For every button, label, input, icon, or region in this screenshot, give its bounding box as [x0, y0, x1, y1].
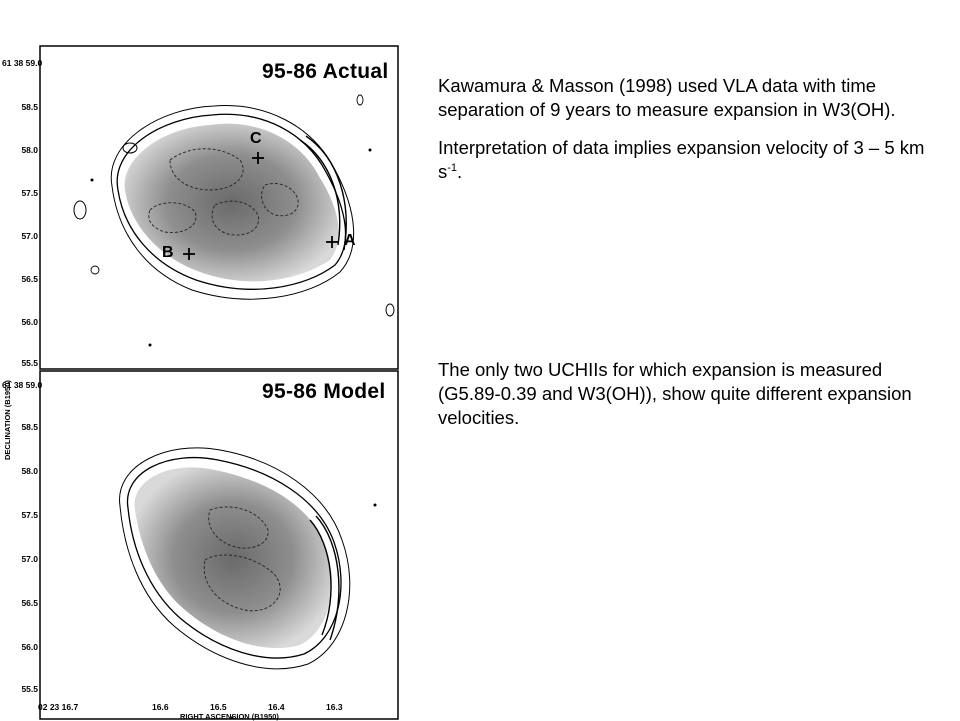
- marker-a-label: A: [344, 232, 356, 249]
- para2-superscript: -1: [447, 161, 458, 174]
- marker-b-label: B: [162, 244, 174, 261]
- y-tick-bottom-prefix: 61 38 59.0: [2, 380, 43, 390]
- text-block-bottom: The only two UCHIIs for which expansion …: [438, 358, 928, 430]
- paragraph-uchii: The only two UCHIIs for which expansion …: [438, 359, 912, 428]
- x-tick: 16.4: [268, 702, 285, 712]
- y-tick: 58.0: [21, 145, 38, 155]
- paragraph-kawamura: Kawamura & Masson (1998) used VLA data w…: [438, 75, 896, 120]
- x-axis-label: RIGHT ASCENSION (B1950): [180, 712, 279, 721]
- x-tick: 02 23 16.7: [38, 702, 79, 712]
- top-panel-emission: [73, 94, 395, 347]
- paragraph-interpretation: Interpretation of data implies expansion…: [438, 136, 928, 184]
- y-tick: 57.0: [21, 231, 38, 241]
- marker-c: [252, 152, 264, 164]
- text-block-top: Kawamura & Masson (1998) used VLA data w…: [438, 74, 928, 184]
- bottom-panel-emission: [119, 447, 377, 720]
- x-tick: 16.3: [326, 702, 343, 712]
- contour-maps: [39, 45, 399, 720]
- x-tick: 16.5: [210, 702, 227, 712]
- y-tick: 56.5: [21, 598, 38, 608]
- y-tick: 58.0: [21, 466, 38, 476]
- bottom-panel-title: 95-86 Model: [262, 380, 386, 403]
- marker-a: [326, 236, 338, 248]
- para2-end: .: [457, 161, 463, 182]
- y-tick: 57.5: [21, 510, 38, 520]
- x-tick: 16.6: [152, 702, 169, 712]
- y-tick: 56.0: [21, 317, 38, 327]
- y-tick: 55.5: [21, 358, 38, 368]
- y-tick: 58.5: [21, 422, 38, 432]
- y-axis-label: DECLINATION (B1950): [3, 380, 12, 460]
- para2-text: Interpretation of data implies expansion…: [438, 137, 925, 182]
- y-tick: 56.5: [21, 274, 38, 284]
- marker-c-label: C: [250, 130, 262, 147]
- marker-b: [183, 248, 195, 260]
- y-tick: 57.0: [21, 554, 38, 564]
- y-tick: 55.5: [21, 684, 38, 694]
- y-tick: 57.5: [21, 188, 38, 198]
- y-tick: 58.5: [21, 102, 38, 112]
- y-tick-top-prefix: 61 38 59.0: [2, 58, 43, 68]
- y-tick: 56.0: [21, 642, 38, 652]
- top-panel-title: 95-86 Actual: [262, 60, 389, 83]
- expansion-figure: 95-86 Actual 95-86 Model C B A 61 38 59.…: [0, 40, 420, 721]
